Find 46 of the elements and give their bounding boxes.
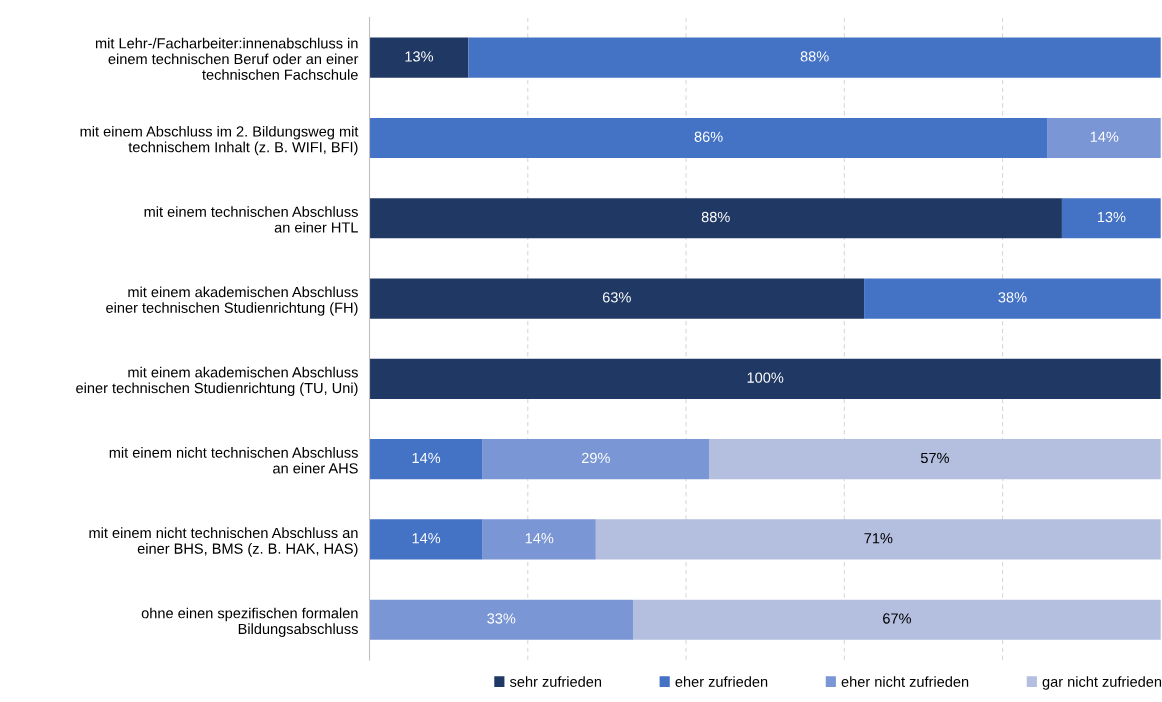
data-label: 29% bbox=[581, 452, 610, 464]
data-label: 88% bbox=[800, 51, 829, 62]
bar bbox=[369, 37, 469, 78]
bar bbox=[595, 519, 1161, 560]
y-tick-label: mit einem nicht technischen Abschluss an einer AHS bbox=[109, 447, 358, 474]
bar bbox=[708, 439, 1161, 480]
bar bbox=[633, 599, 1161, 640]
data-label: 57% bbox=[920, 452, 949, 464]
data-label: 13% bbox=[1097, 211, 1126, 223]
y-tick-label: mit einem Abschluss im 2. Bildungsweg mit technischem Inhalt (z. B. WIFI, BFI) bbox=[80, 125, 359, 156]
data-label: 14% bbox=[525, 533, 554, 544]
y-tick-label: mit einem nicht technischen Abschluss an einer BHS, BMS (z. B. HAK, HAS) bbox=[89, 527, 358, 557]
bar bbox=[1047, 117, 1161, 159]
bar bbox=[369, 519, 483, 560]
bar bbox=[369, 278, 865, 319]
legend-label: eher nicht zufrieden bbox=[841, 676, 969, 687]
bar bbox=[468, 37, 1161, 78]
data-label: 71% bbox=[864, 533, 893, 544]
data-label: 14% bbox=[412, 533, 441, 544]
data-label: 88% bbox=[701, 211, 730, 223]
bar bbox=[864, 278, 1161, 319]
legend-label: gar nicht zufrieden bbox=[1042, 676, 1162, 690]
legend-label: eher zufrieden bbox=[675, 676, 768, 687]
data-label: 86% bbox=[694, 131, 723, 142]
bar bbox=[369, 439, 483, 480]
data-label: 100% bbox=[747, 372, 784, 383]
y-tick-label: ohne einen spezifischen formalen Bildungsabschluss bbox=[141, 607, 358, 637]
bar bbox=[482, 439, 709, 480]
y-tick-label: mit einem technischen Abschluss an einer HTL bbox=[144, 206, 358, 233]
legend-label: sehr zufrieden bbox=[509, 676, 602, 687]
y-tick-label: mit einem akademischen Abschluss einer technischen Studienrichtung (TU, Uni) bbox=[76, 366, 358, 397]
data-label: 38% bbox=[998, 292, 1027, 303]
data-label: 33% bbox=[487, 613, 516, 624]
bar bbox=[482, 519, 596, 560]
bar bbox=[369, 599, 634, 640]
bar bbox=[1061, 198, 1161, 239]
data-label: 14% bbox=[412, 452, 441, 464]
bar bbox=[369, 198, 1062, 239]
bar bbox=[369, 358, 1161, 399]
data-label: 67% bbox=[883, 613, 912, 624]
data-label: 13% bbox=[405, 51, 434, 62]
bar bbox=[369, 117, 1048, 159]
data-label: 14% bbox=[1090, 131, 1119, 142]
y-tick-label: mit Lehr-/Facharbeiter:innenabschluss in einem technischen Beruf oder an einer technischen Fachschule bbox=[95, 37, 359, 80]
data-label: 63% bbox=[602, 292, 631, 303]
y-tick-label: mit einem akademischen Abschluss einer technischen Studienrichtung (FH) bbox=[106, 286, 358, 316]
